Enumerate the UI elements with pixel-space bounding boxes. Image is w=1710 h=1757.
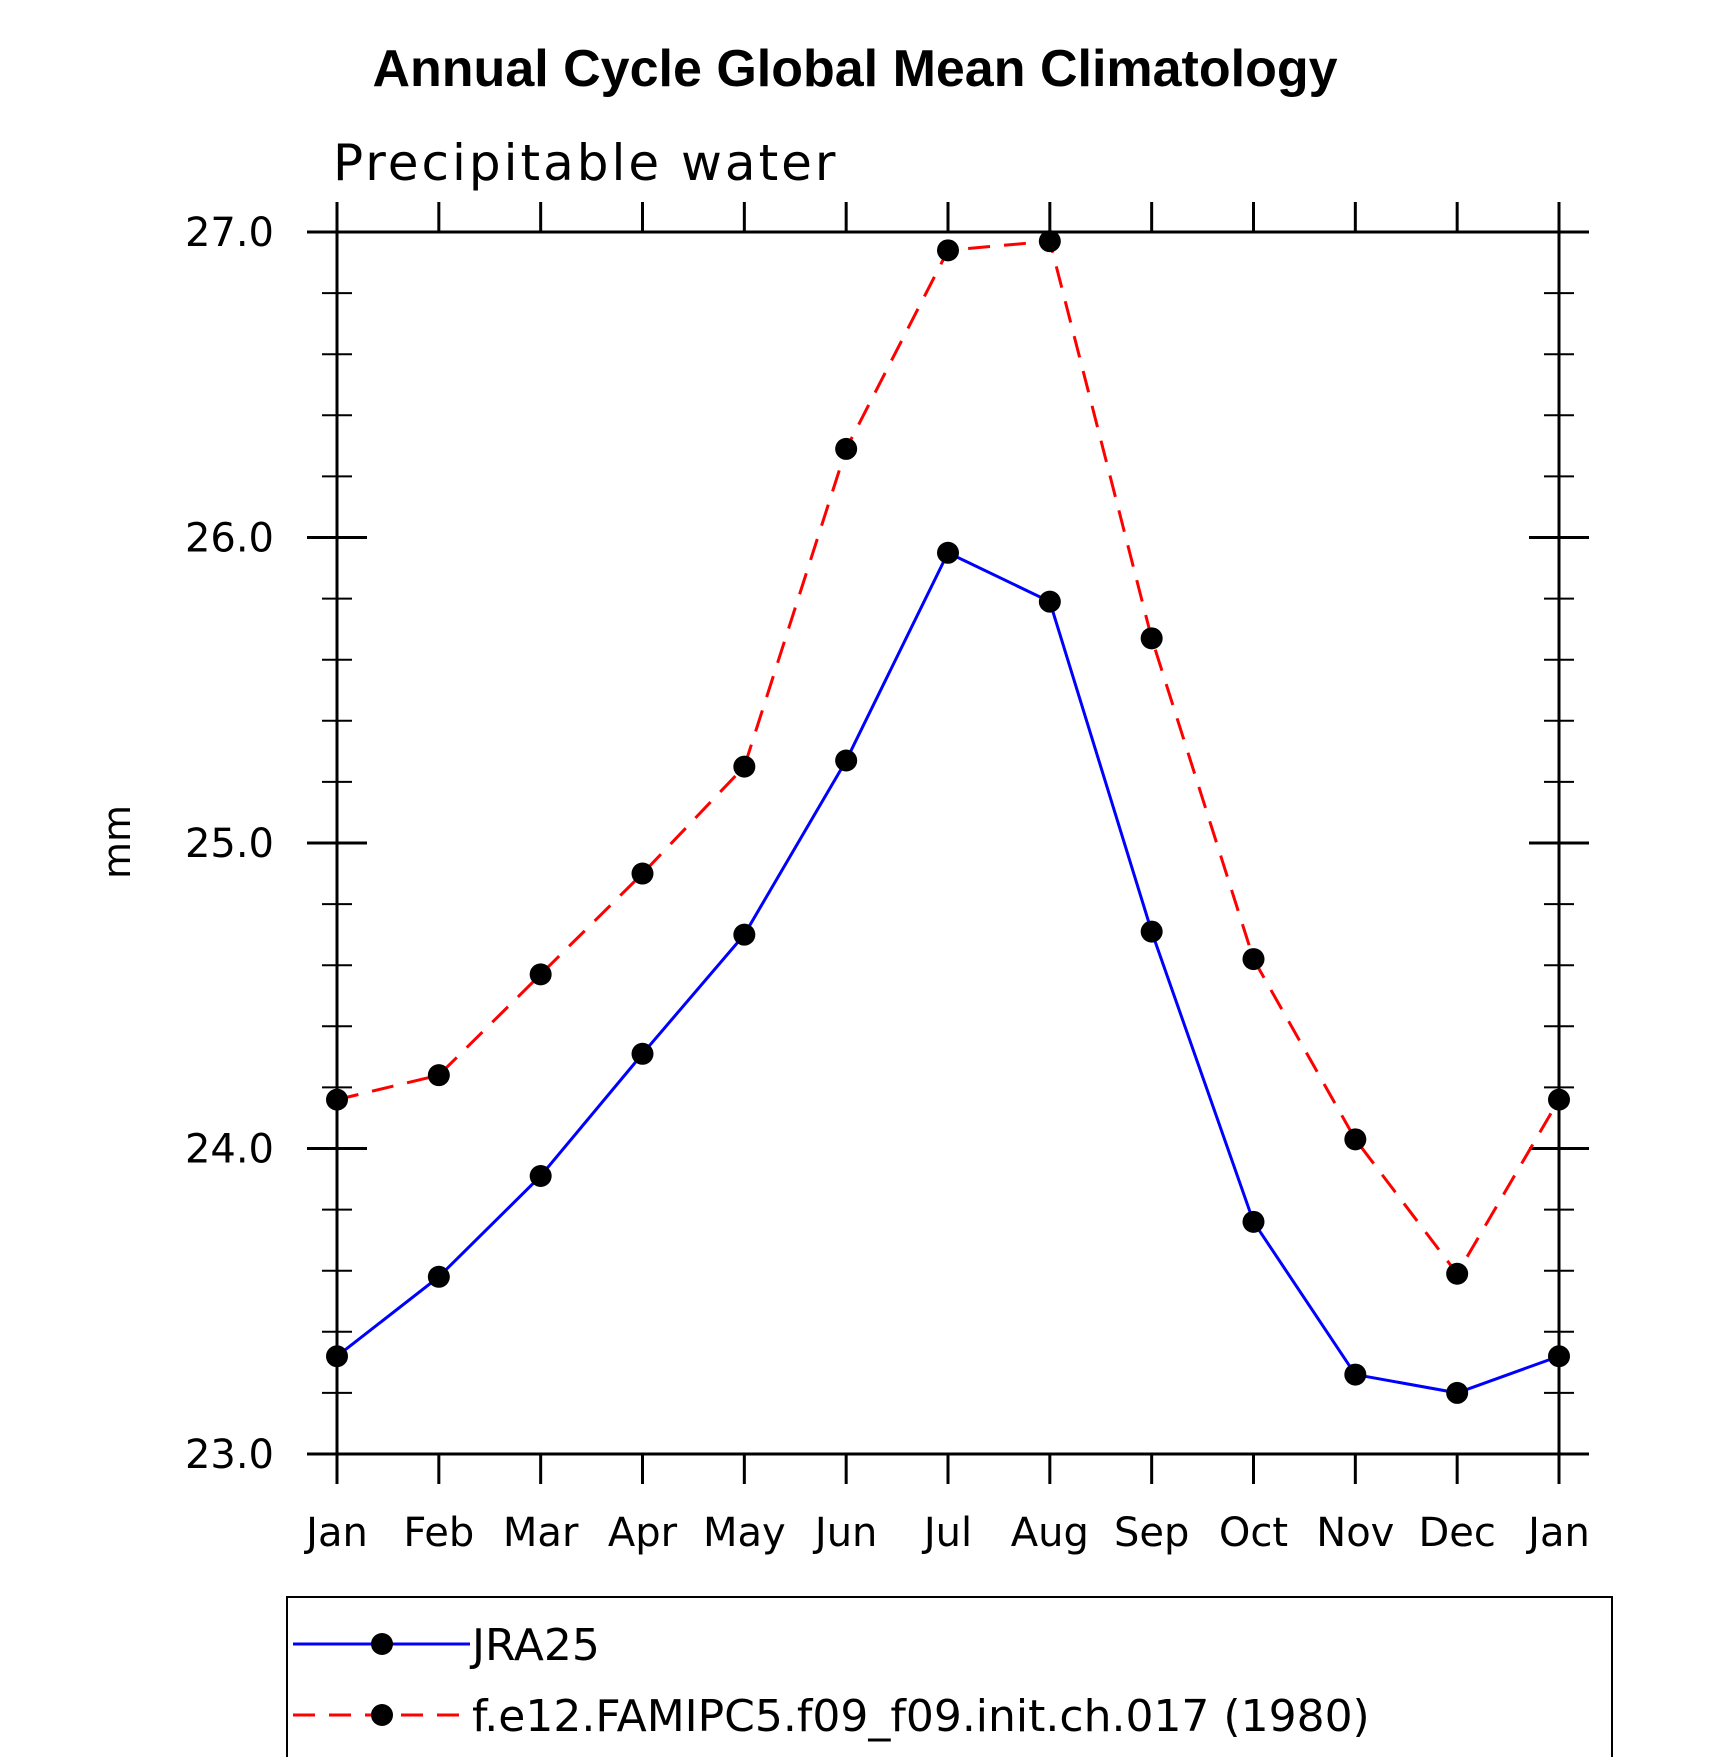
- series-1-point: [427, 1265, 450, 1288]
- series-2-point: [1548, 1088, 1570, 1111]
- series-2-point: [937, 239, 959, 262]
- series-1-point: [1344, 1363, 1367, 1386]
- x-tick-label: Jan: [1525, 1510, 1590, 1556]
- series-1-point: [937, 541, 959, 564]
- y-tick-label: 25.0: [185, 821, 274, 867]
- y-tick-label: 27.0: [185, 210, 274, 256]
- x-tick-label: Apr: [608, 1510, 678, 1556]
- plot-frame: [335, 230, 1561, 1456]
- series-2-point: [631, 862, 654, 885]
- chart-title: Annual Cycle Global Mean Climatology: [372, 40, 1337, 98]
- legend-box: [286, 1596, 1613, 1757]
- legend-label-2: f.e12.FAMIPC5.f09_f09.init.ch.017 (1980): [472, 1691, 1370, 1742]
- x-tick-label: Jul: [921, 1510, 972, 1556]
- series-2-point: [1242, 948, 1265, 971]
- series-1-point: [631, 1042, 654, 1065]
- series-1-point: [1038, 590, 1061, 613]
- series-2-point: [427, 1064, 450, 1087]
- chart-subtitle: Precipitable water: [333, 134, 839, 192]
- series-2-point: [529, 963, 552, 986]
- x-tick-label: Mar: [503, 1510, 579, 1556]
- x-tick-label: Dec: [1418, 1510, 1495, 1556]
- x-tick-label: Jun: [812, 1510, 878, 1556]
- series-1-point: [1140, 920, 1163, 943]
- series-1-point: [1446, 1381, 1469, 1404]
- series-2-point: [835, 437, 858, 460]
- series-1-point: [835, 749, 858, 772]
- series-layer: [326, 230, 1570, 1404]
- series-1-point: [529, 1164, 552, 1187]
- y-tick-label: 23.0: [185, 1432, 274, 1478]
- series-line-2: [336, 239, 1561, 1277]
- x-tick-label: Oct: [1219, 1510, 1288, 1556]
- series-2-point: [326, 1088, 348, 1111]
- axis-ticks: [307, 202, 1589, 1484]
- series-2-point: [1446, 1262, 1469, 1285]
- x-tick-label: Aug: [1011, 1510, 1089, 1556]
- x-tick-label: Jan: [303, 1510, 368, 1556]
- series-1-point: [1242, 1210, 1265, 1233]
- series-2-point: [1344, 1128, 1367, 1151]
- series-2-point: [1140, 627, 1163, 650]
- series-2-point: [733, 755, 756, 778]
- series-1-point: [733, 923, 756, 946]
- series-1-point: [326, 1345, 348, 1368]
- y-tick-labels: 23.0 24.0 25.0 26.0 27.0: [185, 210, 274, 1478]
- legend-label-1: JRA25: [469, 1620, 600, 1671]
- y-axis-label: mm: [95, 805, 139, 879]
- legend-items: JRA25 f.e12.FAMIPC5.f09_f09.init.ch.017 (…: [293, 1620, 1370, 1742]
- series-1-point: [1548, 1345, 1570, 1368]
- series-line-1: [336, 550, 1560, 1395]
- x-tick-label: Nov: [1316, 1510, 1394, 1556]
- x-tick-labels: Jan Feb Mar Apr May Jun Jul Aug Sep Oct Nov Dec Jan: [303, 1510, 1590, 1556]
- x-tick-label: Feb: [403, 1510, 474, 1556]
- legend: JRA25 f.e12.FAMIPC5.f09_f09.init.ch.017 (…: [286, 1596, 1613, 1757]
- x-tick-label: Sep: [1114, 1510, 1189, 1556]
- x-tick-label: May: [703, 1510, 786, 1556]
- y-tick-label: 26.0: [185, 516, 274, 562]
- y-tick-label: 24.0: [185, 1127, 274, 1173]
- series-2-point: [1038, 230, 1061, 253]
- legend-marker-2: [371, 1704, 393, 1726]
- legend-marker-1: [371, 1633, 393, 1655]
